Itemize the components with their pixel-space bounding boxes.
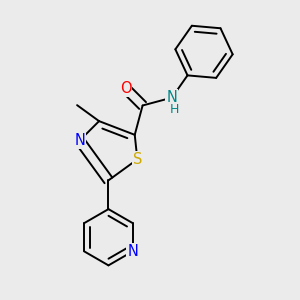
Text: O: O [120, 81, 131, 96]
Text: N: N [167, 90, 177, 105]
Text: N: N [128, 244, 138, 259]
Text: H: H [170, 103, 179, 116]
Text: N: N [74, 133, 85, 148]
Text: S: S [133, 152, 142, 167]
